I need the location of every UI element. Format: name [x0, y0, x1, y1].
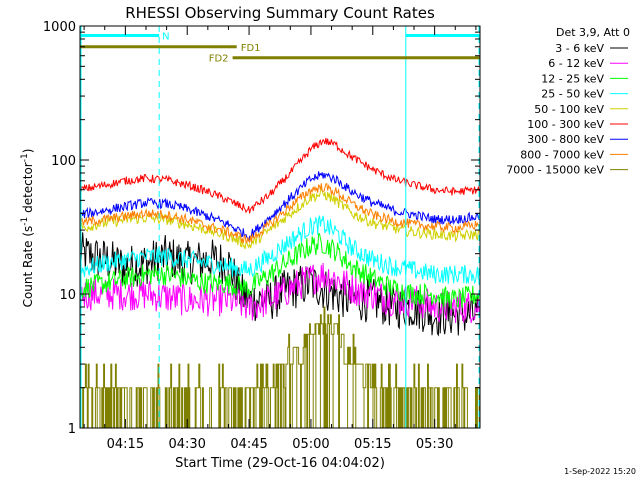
- night-label: N: [162, 31, 169, 42]
- y-tick-label: 100: [51, 154, 76, 169]
- series-line-100-300-kev: [80, 137, 480, 214]
- series-line-3-6-kev: [80, 232, 480, 337]
- series-line-800-7000-kev: [80, 183, 480, 244]
- legend-label: 12 - 25 keV: [541, 72, 604, 85]
- y-axis-label-main: Count Rate (s: [21, 226, 35, 308]
- x-tick-label: 04:45: [230, 437, 267, 452]
- chart-title: RHESSI Observing Summary Count Rates: [125, 4, 435, 22]
- axis-layer: 04:15 04:30 04:45 05:00 05:15 05:30 1 10 100 1000: [43, 20, 480, 452]
- plot-frame: [79, 25, 481, 429]
- legend-label: 7000 - 15000 keV: [506, 164, 604, 177]
- y-axis-label-mid: detector: [21, 162, 35, 217]
- x-tick-label: 04:30: [168, 437, 205, 452]
- legend-label: 50 - 100 keV: [534, 103, 604, 116]
- series-layer: [80, 137, 480, 428]
- annotation-layer: N FD1 FD2: [80, 26, 480, 428]
- legend-header: Det 3,9, Att 0: [556, 26, 630, 39]
- y-tick-label: 1000: [43, 20, 76, 35]
- legend-label: 300 - 800 keV: [527, 133, 604, 146]
- legend-label: 25 - 50 keV: [541, 88, 604, 101]
- series-line-6-12-kev: [80, 262, 480, 324]
- y-axis-label-sup2: -1: [20, 153, 30, 162]
- x-axis-label: Start Time (29-Oct-16 04:04:02): [175, 456, 385, 471]
- x-tick-label: 04:15: [107, 437, 144, 452]
- legend-label: 100 - 300 keV: [527, 118, 604, 131]
- legend-label: 6 - 12 keV: [548, 57, 604, 70]
- series-line-50-100-kev: [80, 187, 480, 250]
- x-tick-label: 05:30: [416, 437, 453, 452]
- y-tick-label: 10: [59, 288, 76, 303]
- series-line-7000-15000-kev: [80, 306, 480, 428]
- timestamp: 1-Sep-2022 15:20: [564, 467, 636, 476]
- x-tick-label: 05:15: [354, 437, 391, 452]
- series-line-300-800-kev: [80, 171, 480, 242]
- legend: Det 3,9, Att 0 3 - 6 keV 6 - 12 keV 12 - 2…: [506, 26, 630, 177]
- y-axis-label: Count Rate (s-1 detector-1): [20, 149, 35, 308]
- y-tick-label: 1: [68, 422, 76, 437]
- flare-decimation-label: FD2: [209, 54, 229, 65]
- legend-label: 3 - 6 keV: [555, 42, 604, 55]
- series-line-12-25-kev: [80, 233, 480, 310]
- flare-decimation-label: FD1: [241, 43, 261, 54]
- y-axis-label-end: ): [21, 149, 35, 154]
- series-line-25-50-kev: [80, 215, 480, 285]
- legend-label: 800 - 7000 keV: [520, 148, 604, 161]
- x-tick-label: 05:00: [292, 437, 329, 452]
- y-axis-label-sup1: -1: [20, 217, 30, 226]
